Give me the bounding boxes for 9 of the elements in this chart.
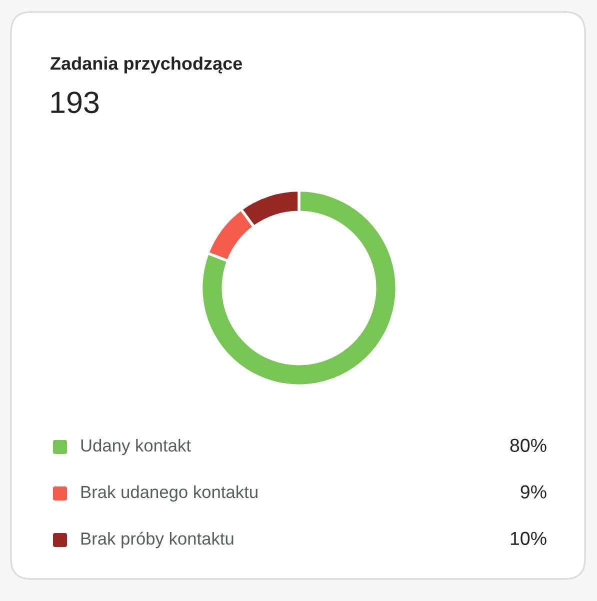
legend-label: Brak udanego kontaktu [81, 485, 258, 502]
chart-subtitle: 193 [51, 92, 99, 114]
data-label: 9% [520, 485, 546, 499]
chart-title: Zadania przychodzące [50, 56, 242, 74]
data-label: 10% [510, 532, 546, 546]
data-label: 80% [510, 438, 546, 452]
legend-label: Brak próby kontaktu [81, 532, 234, 548]
donut-slice [200, 188, 398, 388]
legend-label: Udany kontakt [81, 438, 191, 456]
